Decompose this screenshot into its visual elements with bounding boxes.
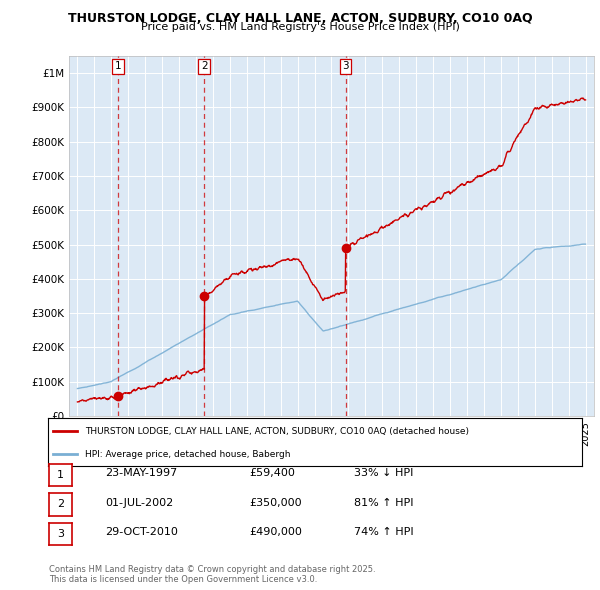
Text: 01-JUL-2002: 01-JUL-2002 xyxy=(105,498,173,507)
Text: 3: 3 xyxy=(342,61,349,71)
Text: 1: 1 xyxy=(115,61,121,71)
Text: 1: 1 xyxy=(57,470,64,480)
Text: 33% ↓ HPI: 33% ↓ HPI xyxy=(354,468,413,478)
Text: £350,000: £350,000 xyxy=(249,498,302,507)
Text: 2: 2 xyxy=(201,61,208,71)
Text: 74% ↑ HPI: 74% ↑ HPI xyxy=(354,527,413,537)
Text: 81% ↑ HPI: 81% ↑ HPI xyxy=(354,498,413,507)
Text: THURSTON LODGE, CLAY HALL LANE, ACTON, SUDBURY, CO10 0AQ: THURSTON LODGE, CLAY HALL LANE, ACTON, S… xyxy=(68,12,532,25)
Text: £490,000: £490,000 xyxy=(249,527,302,537)
Text: THURSTON LODGE, CLAY HALL LANE, ACTON, SUDBURY, CO10 0AQ (detached house): THURSTON LODGE, CLAY HALL LANE, ACTON, S… xyxy=(85,427,469,436)
Text: £59,400: £59,400 xyxy=(249,468,295,478)
Text: 29-OCT-2010: 29-OCT-2010 xyxy=(105,527,178,537)
Text: HPI: Average price, detached house, Babergh: HPI: Average price, detached house, Babe… xyxy=(85,450,291,458)
Text: 2: 2 xyxy=(57,500,64,509)
Text: 23-MAY-1997: 23-MAY-1997 xyxy=(105,468,177,478)
Text: 3: 3 xyxy=(57,529,64,539)
Text: Contains HM Land Registry data © Crown copyright and database right 2025.
This d: Contains HM Land Registry data © Crown c… xyxy=(49,565,376,584)
Text: Price paid vs. HM Land Registry's House Price Index (HPI): Price paid vs. HM Land Registry's House … xyxy=(140,22,460,32)
